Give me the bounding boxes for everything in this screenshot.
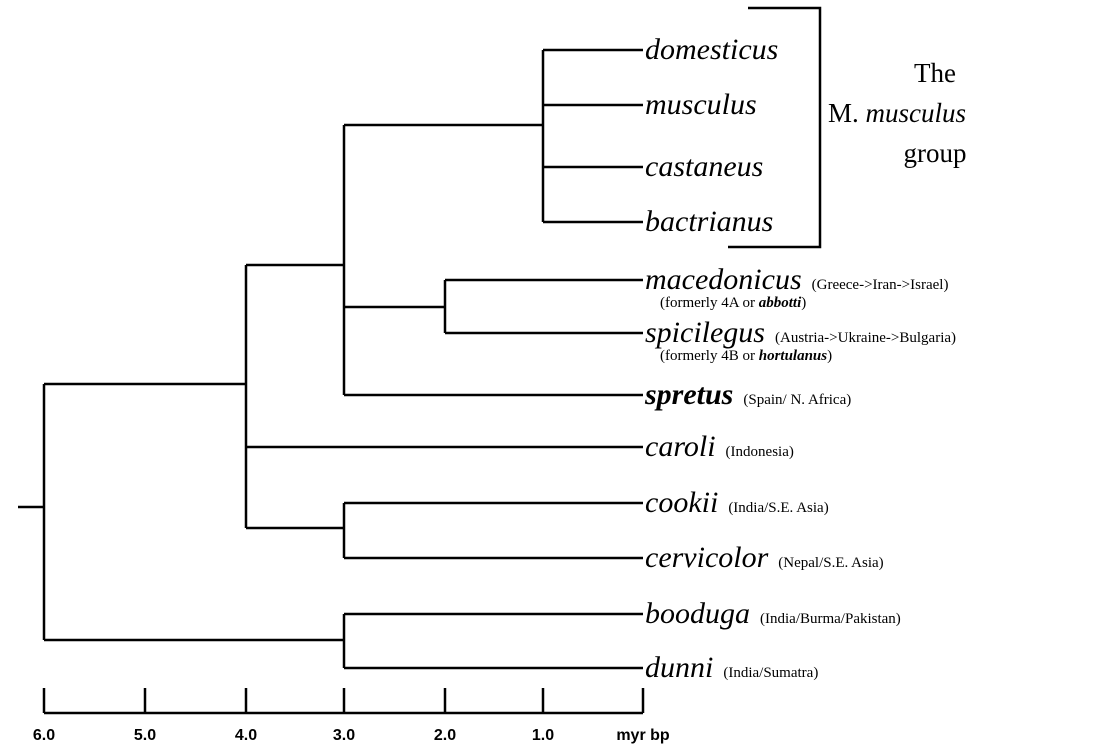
species-label: macedonicus (Greece->Iran->Israel) [645,263,948,296]
species-label: bactrianus [645,205,773,238]
species-label: dunni (India/Sumatra) [645,651,818,684]
scale-label: 3.0 [333,727,355,744]
group-label: group [904,138,967,168]
scale-label: 2.0 [434,727,456,744]
species-note: (formerly 4A or abbotti) [660,295,806,311]
group-bracket [728,6,822,249]
species-label: musculus [645,88,757,121]
scale-label: 4.0 [235,727,257,744]
species-label: cervicolor (Nepal/S.E. Asia) [645,541,884,574]
species-label: spretus (Spain/ N. Africa) [644,378,851,411]
species-label: cookii (India/S.E. Asia) [645,486,829,519]
species-label: spicilegus (Austria->Ukraine->Bulgaria) [645,316,956,349]
species-label: castaneus [645,150,763,183]
scale-label: 1.0 [532,727,554,744]
species-note: (formerly 4B or hortulanus) [660,348,832,364]
group-label: The [914,58,956,88]
species-label: booduga (India/Burma/Pakistan) [645,597,901,630]
scale-label: 6.0 [33,727,55,744]
branches [18,48,643,670]
species-label: caroli (Indonesia) [645,430,794,463]
scale-unit: myr bp [616,727,670,744]
group-label: M. musculus [828,98,966,128]
species-label: domesticus [645,33,778,66]
scale-label: 5.0 [134,727,156,744]
